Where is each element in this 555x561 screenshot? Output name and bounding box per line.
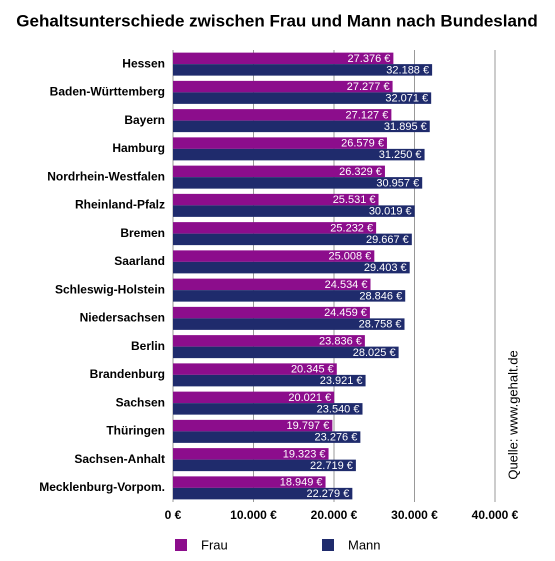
value-label: 31.895 € xyxy=(384,121,427,133)
value-label: 27.376 € xyxy=(348,53,391,65)
bar xyxy=(173,177,423,189)
y-tick-label: Bremen xyxy=(120,226,165,240)
bar xyxy=(173,419,333,432)
bar xyxy=(173,148,425,161)
bar xyxy=(173,193,379,206)
y-tick-label: Hamburg xyxy=(112,141,165,155)
value-label: 23.921 € xyxy=(320,375,363,387)
bar xyxy=(173,431,361,443)
bar xyxy=(173,233,412,246)
legend-label: Mann xyxy=(348,537,381,552)
chart-title: Gehaltsunterschiede zwischen Frau und Ma… xyxy=(16,11,537,30)
value-label: 24.534 € xyxy=(325,279,368,291)
bar xyxy=(173,346,399,359)
bar xyxy=(173,261,410,274)
bar xyxy=(173,335,365,347)
y-tick-label: Schleswig-Holstein xyxy=(55,282,165,296)
y-tick-label: Baden-Württemberg xyxy=(50,85,165,99)
value-label: 25.008 € xyxy=(328,251,371,263)
value-label: 31.250 € xyxy=(379,149,422,161)
bar xyxy=(173,403,363,415)
value-label: 22.279 € xyxy=(307,488,350,500)
y-tick-label: Hessen xyxy=(122,56,165,70)
value-label: 26.329 € xyxy=(339,166,382,178)
bar xyxy=(173,363,337,375)
x-tick-label: 20.000 € xyxy=(311,508,358,522)
bar xyxy=(173,374,366,387)
x-tick-label: 40.000 € xyxy=(472,508,519,522)
value-label: 28.846 € xyxy=(359,290,402,302)
value-label: 23.276 € xyxy=(315,432,358,444)
y-tick-label: Nordrhein-Westfalen xyxy=(47,169,165,183)
x-tick-label: 30.000 € xyxy=(391,508,438,522)
value-label: 32.188 € xyxy=(386,64,429,76)
y-tick-label: Saarland xyxy=(114,254,165,268)
x-tick-label: 0 € xyxy=(165,508,182,522)
value-label: 25.232 € xyxy=(330,222,373,234)
value-label: 18.949 € xyxy=(280,477,323,489)
bar xyxy=(173,92,432,104)
bar xyxy=(173,290,406,302)
legend-swatch xyxy=(175,539,187,551)
y-tick-label: Brandenburg xyxy=(90,367,165,381)
bar xyxy=(173,222,377,234)
y-tick-label: Berlin xyxy=(131,339,165,353)
bar xyxy=(173,278,371,291)
y-tick-label: Sachsen-Anhalt xyxy=(74,452,165,466)
x-tick-label: 10.000 € xyxy=(230,508,277,522)
y-tick-label: Niedersachsen xyxy=(80,311,165,325)
value-label: 29.403 € xyxy=(364,262,407,274)
bar xyxy=(173,318,405,330)
y-tick-label: Bayern xyxy=(124,113,165,127)
value-label: 19.323 € xyxy=(283,448,326,460)
value-label: 20.021 € xyxy=(288,392,331,404)
value-label: 26.579 € xyxy=(341,138,384,150)
bar xyxy=(173,306,370,319)
bar xyxy=(173,205,415,217)
y-tick-label: Thüringen xyxy=(106,424,165,438)
value-label: 27.127 € xyxy=(346,109,389,121)
bar xyxy=(173,165,385,178)
bar xyxy=(173,459,356,472)
bar xyxy=(173,391,335,404)
value-label: 25.531 € xyxy=(333,194,376,206)
y-tick-label: Sachsen xyxy=(116,395,165,409)
bar xyxy=(173,476,326,488)
value-label: 23.836 € xyxy=(319,335,362,347)
value-label: 30.019 € xyxy=(369,206,412,218)
value-label: 24.459 € xyxy=(324,307,367,319)
legend-label: Frau xyxy=(201,537,228,552)
value-label: 22.719 € xyxy=(310,460,353,472)
value-label: 19.797 € xyxy=(287,420,330,432)
bar xyxy=(173,137,387,149)
value-label: 28.025 € xyxy=(353,347,396,359)
bar xyxy=(173,250,375,262)
bar xyxy=(173,64,433,76)
bar xyxy=(173,80,393,93)
value-label: 32.071 € xyxy=(385,93,428,105)
legend-swatch xyxy=(322,539,334,551)
bar xyxy=(173,120,430,133)
y-tick-label: Rheinland-Pfalz xyxy=(75,198,165,212)
bar xyxy=(173,109,392,121)
bar xyxy=(173,487,353,500)
value-label: 28.758 € xyxy=(359,319,402,331)
value-label: 20.345 € xyxy=(291,364,334,376)
y-tick-label: Mecklenburg-Vorpom. xyxy=(39,480,165,494)
source-note: Quelle: www.gehalt.de xyxy=(505,350,520,479)
value-label: 23.540 € xyxy=(317,403,360,415)
bar xyxy=(173,52,394,65)
value-label: 29.667 € xyxy=(366,234,409,246)
value-label: 30.957 € xyxy=(376,177,419,189)
value-label: 27.277 € xyxy=(347,81,390,93)
bar xyxy=(173,448,329,460)
